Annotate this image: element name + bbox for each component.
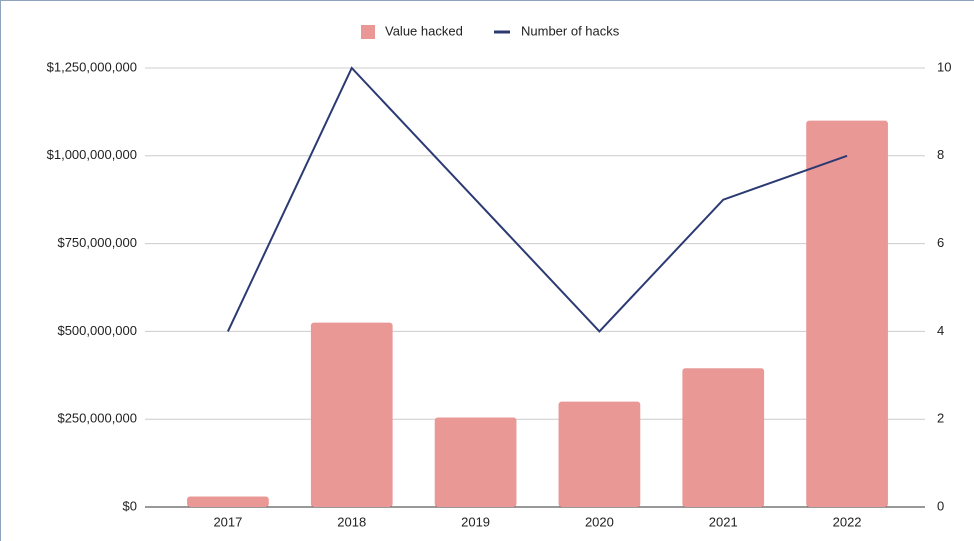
- bar: [558, 401, 641, 507]
- x-tick-label: 2017: [213, 514, 242, 529]
- y-tick-label: $0: [123, 498, 137, 513]
- y-tick-label: $1,250,000,000: [47, 59, 137, 74]
- legend-label: Value hacked: [385, 23, 463, 38]
- y-tick-label: $1,000,000,000: [47, 147, 137, 162]
- x-tick-label: 2018: [337, 514, 366, 529]
- y-tick-label: $250,000,000: [57, 411, 137, 426]
- y2-tick-label: 6: [937, 235, 944, 250]
- y-tick-label: $500,000,000: [57, 323, 137, 338]
- y2-tick-label: 10: [937, 59, 951, 74]
- bar: [310, 322, 393, 507]
- legend-label: Number of hacks: [521, 23, 620, 38]
- bar: [806, 120, 888, 508]
- legend-swatch: [361, 25, 375, 39]
- y-tick-label: $750,000,000: [57, 235, 137, 250]
- x-tick-label: 2020: [585, 514, 614, 529]
- x-tick-label: 2021: [709, 514, 738, 529]
- y2-tick-label: 4: [937, 323, 944, 338]
- bar: [434, 417, 517, 507]
- y2-tick-label: 8: [937, 147, 944, 162]
- bar: [187, 496, 269, 507]
- y2-tick-label: 0: [937, 498, 944, 513]
- y2-tick-label: 2: [937, 411, 944, 426]
- x-tick-label: 2022: [833, 514, 862, 529]
- line: [227, 66, 848, 333]
- bar: [682, 368, 765, 507]
- x-tick-label: 2019: [461, 514, 490, 529]
